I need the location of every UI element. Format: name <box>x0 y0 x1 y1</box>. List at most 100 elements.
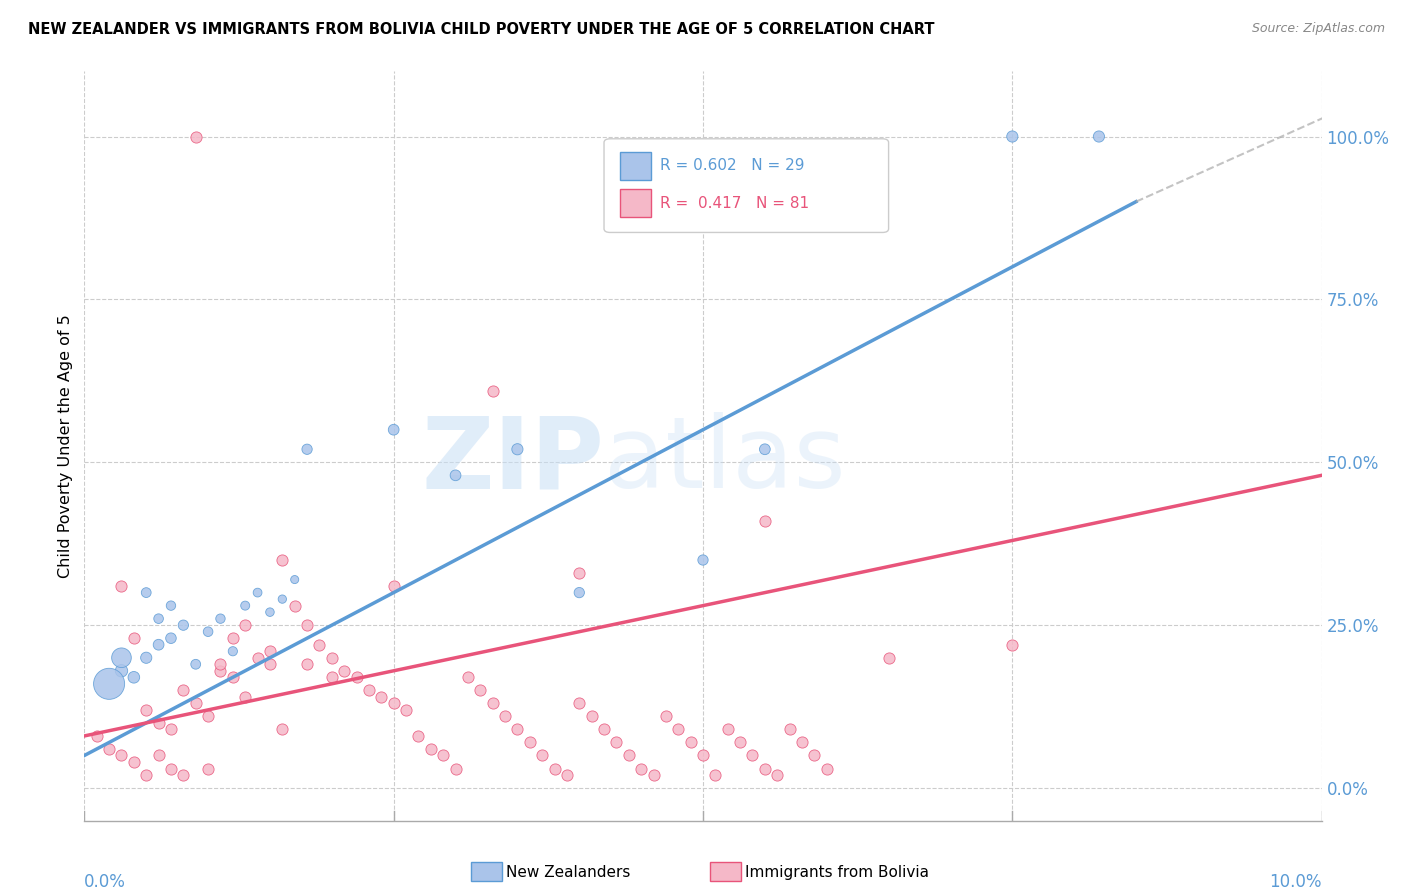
Point <box>506 723 529 737</box>
Point <box>148 638 170 652</box>
Text: NEW ZEALANDER VS IMMIGRANTS FROM BOLIVIA CHILD POVERTY UNDER THE AGE OF 5 CORREL: NEW ZEALANDER VS IMMIGRANTS FROM BOLIVIA… <box>28 22 935 37</box>
Point <box>803 748 825 763</box>
Point <box>630 762 652 776</box>
Point <box>382 423 405 437</box>
Point <box>790 735 813 749</box>
Point <box>148 612 170 626</box>
Point <box>209 664 232 678</box>
FancyBboxPatch shape <box>620 152 651 180</box>
Point <box>246 650 269 665</box>
Point <box>754 514 776 528</box>
Point <box>271 553 294 567</box>
Point <box>160 723 183 737</box>
Point <box>172 683 194 698</box>
Point <box>259 644 281 658</box>
Point <box>184 657 207 672</box>
Point <box>1001 638 1024 652</box>
Point <box>494 709 516 723</box>
Point <box>568 585 591 599</box>
Point <box>172 618 194 632</box>
Point <box>222 670 245 684</box>
Point <box>160 762 183 776</box>
Point <box>321 670 343 684</box>
Point <box>110 650 132 665</box>
Point <box>754 762 776 776</box>
Point <box>506 442 529 457</box>
Point <box>643 768 665 782</box>
Point <box>197 762 219 776</box>
Point <box>135 703 157 717</box>
Point <box>481 697 503 711</box>
Y-axis label: Child Poverty Under the Age of 5: Child Poverty Under the Age of 5 <box>58 314 73 578</box>
Point <box>666 723 689 737</box>
FancyBboxPatch shape <box>605 139 889 233</box>
Point <box>470 683 492 698</box>
Point <box>692 553 714 567</box>
Point <box>98 677 121 691</box>
Point <box>754 442 776 457</box>
Point <box>246 585 269 599</box>
Point <box>382 697 405 711</box>
Point <box>148 748 170 763</box>
Text: Source: ZipAtlas.com: Source: ZipAtlas.com <box>1251 22 1385 36</box>
Point <box>135 585 157 599</box>
Point <box>717 723 740 737</box>
Point <box>568 566 591 580</box>
Point <box>184 697 207 711</box>
Point <box>308 638 330 652</box>
Point <box>184 129 207 144</box>
Point <box>135 768 157 782</box>
Point <box>233 599 256 613</box>
Point <box>271 592 294 607</box>
Point <box>457 670 479 684</box>
Point <box>295 618 318 632</box>
Point <box>259 605 281 619</box>
Point <box>110 579 132 593</box>
Point <box>122 670 145 684</box>
Text: New Zealanders: New Zealanders <box>506 865 630 880</box>
Point <box>233 690 256 704</box>
Point <box>284 599 307 613</box>
Point <box>284 573 307 587</box>
Text: 10.0%: 10.0% <box>1270 872 1322 891</box>
Point <box>581 709 603 723</box>
Point <box>679 735 702 749</box>
Point <box>692 748 714 763</box>
FancyBboxPatch shape <box>620 189 651 218</box>
Point <box>779 723 801 737</box>
Point <box>148 715 170 730</box>
Point <box>172 768 194 782</box>
Point <box>222 631 245 645</box>
Point <box>197 624 219 639</box>
Point <box>481 384 503 398</box>
Point <box>197 709 219 723</box>
Point <box>543 762 565 776</box>
Text: ZIP: ZIP <box>422 412 605 509</box>
Point <box>295 657 318 672</box>
Point <box>766 768 789 782</box>
Point <box>877 650 900 665</box>
Point <box>419 742 441 756</box>
Text: R =  0.417   N = 81: R = 0.417 N = 81 <box>659 195 808 211</box>
Point <box>321 650 343 665</box>
Point <box>815 762 838 776</box>
Point <box>370 690 392 704</box>
Point <box>432 748 454 763</box>
Point <box>568 697 591 711</box>
Point <box>728 735 751 749</box>
Point <box>519 735 541 749</box>
Point <box>444 468 467 483</box>
Point <box>395 703 418 717</box>
Point <box>357 683 380 698</box>
Point <box>741 748 763 763</box>
Point <box>593 723 616 737</box>
Point <box>110 664 132 678</box>
Point <box>295 442 318 457</box>
Point <box>531 748 554 763</box>
Point <box>259 657 281 672</box>
Point <box>110 748 132 763</box>
Point <box>122 631 145 645</box>
Point <box>617 748 640 763</box>
Point <box>704 768 727 782</box>
Text: atlas: atlas <box>605 412 845 509</box>
